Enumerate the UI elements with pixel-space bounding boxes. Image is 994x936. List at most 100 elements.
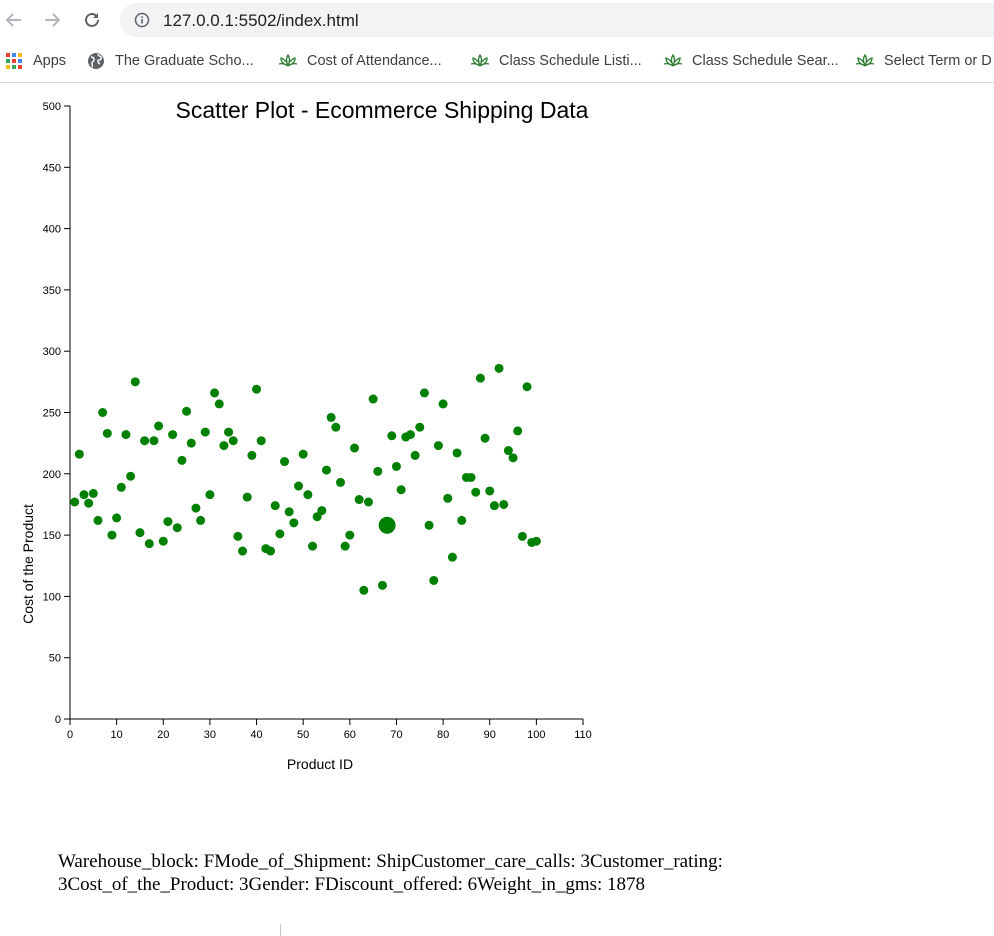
- data-point[interactable]: [457, 515, 467, 525]
- data-point[interactable]: [214, 399, 224, 409]
- data-point[interactable]: [294, 481, 304, 491]
- data-point[interactable]: [252, 384, 262, 394]
- data-point[interactable]: [447, 552, 457, 562]
- data-point[interactable]: [172, 523, 182, 533]
- data-point[interactable]: [424, 520, 434, 530]
- data-point[interactable]: [140, 436, 150, 446]
- data-point[interactable]: [233, 531, 243, 541]
- data-point[interactable]: [429, 575, 439, 585]
- data-point[interactable]: [433, 441, 443, 451]
- url-text[interactable]: 127.0.0.1:5502/index.html: [163, 11, 359, 30]
- data-point[interactable]: [88, 488, 98, 498]
- data-point[interactable]: [200, 427, 210, 437]
- data-point[interactable]: [98, 408, 108, 417]
- bookmark-select-term[interactable]: Select Term or D: [855, 51, 992, 71]
- address-bar[interactable]: 127.0.0.1:5502/index.html: [120, 3, 994, 37]
- forward-arrow-icon[interactable]: [38, 6, 66, 34]
- bookmark-apps[interactable]: Apps: [4, 51, 66, 71]
- data-point[interactable]: [396, 485, 406, 495]
- data-point[interactable]: [191, 503, 201, 513]
- data-point[interactable]: [312, 512, 322, 522]
- data-point[interactable]: [303, 490, 313, 500]
- data-point[interactable]: [508, 453, 518, 463]
- data-point[interactable]: [443, 493, 453, 503]
- data-point[interactable]: [387, 431, 397, 441]
- data-point[interactable]: [363, 497, 373, 507]
- data-point[interactable]: [345, 530, 355, 540]
- data-point[interactable]: [149, 436, 159, 446]
- data-point[interactable]: [70, 497, 80, 507]
- data-point[interactable]: [480, 433, 490, 443]
- back-arrow-icon[interactable]: [0, 6, 28, 34]
- data-point[interactable]: [168, 430, 178, 440]
- data-point[interactable]: [522, 382, 532, 392]
- data-point[interactable]: [158, 536, 168, 546]
- data-point[interactable]: [93, 515, 103, 525]
- data-point[interactable]: [326, 412, 336, 422]
- data-point[interactable]: [84, 498, 94, 508]
- data-point[interactable]: [308, 541, 318, 551]
- data-point[interactable]: [419, 388, 429, 398]
- data-point[interactable]: [335, 477, 345, 487]
- data-point[interactable]: [196, 515, 206, 525]
- data-point[interactable]: [266, 546, 276, 556]
- data-point[interactable]: [368, 394, 378, 404]
- data-point[interactable]: [182, 406, 192, 416]
- data-point[interactable]: [116, 482, 126, 492]
- data-point[interactable]: [275, 529, 285, 539]
- data-point[interactable]: [154, 421, 164, 431]
- data-point[interactable]: [517, 531, 527, 541]
- data-point[interactable]: [513, 426, 523, 436]
- data-point[interactable]: [224, 427, 234, 437]
- data-point[interactable]: [210, 388, 220, 398]
- data-point[interactable]: [489, 501, 499, 511]
- data-point[interactable]: [391, 461, 401, 471]
- data-point[interactable]: [503, 446, 513, 456]
- data-point[interactable]: [280, 457, 290, 467]
- data-point[interactable]: [135, 528, 145, 538]
- data-point[interactable]: [79, 490, 89, 500]
- data-point[interactable]: [485, 486, 495, 496]
- data-point[interactable]: [349, 443, 359, 453]
- data-point[interactable]: [256, 436, 266, 446]
- bookmark-class-schedule-search[interactable]: Class Schedule Sear...: [663, 51, 839, 71]
- data-point[interactable]: [331, 422, 341, 432]
- data-point[interactable]: [340, 541, 350, 551]
- data-point[interactable]: [74, 449, 84, 459]
- info-icon[interactable]: [134, 12, 150, 33]
- data-point[interactable]: [405, 430, 415, 440]
- data-point[interactable]: [121, 430, 131, 440]
- data-point[interactable]: [144, 539, 154, 549]
- data-point[interactable]: [107, 530, 117, 540]
- data-point[interactable]: [228, 436, 238, 446]
- data-point[interactable]: [126, 471, 136, 481]
- data-point[interactable]: [177, 455, 187, 465]
- data-point[interactable]: [410, 450, 420, 460]
- data-point[interactable]: [475, 373, 485, 383]
- data-point[interactable]: [322, 465, 331, 475]
- data-point[interactable]: [354, 495, 364, 505]
- data-point[interactable]: [284, 507, 294, 517]
- data-point[interactable]: [102, 428, 112, 438]
- data-point[interactable]: [270, 501, 280, 511]
- data-point[interactable]: [373, 466, 383, 476]
- data-point[interactable]: [359, 585, 369, 595]
- data-point[interactable]: [377, 580, 387, 590]
- data-point[interactable]: [186, 438, 196, 448]
- data-point[interactable]: [317, 506, 327, 516]
- reload-icon[interactable]: [78, 6, 106, 34]
- data-point[interactable]: [499, 499, 509, 509]
- data-point[interactable]: [238, 546, 248, 556]
- data-point[interactable]: [415, 422, 425, 432]
- data-point[interactable]: [471, 487, 481, 497]
- data-point[interactable]: [112, 513, 122, 523]
- data-point[interactable]: [247, 450, 257, 460]
- data-point[interactable]: [452, 448, 462, 458]
- data-point[interactable]: [242, 492, 252, 502]
- data-point[interactable]: [531, 536, 541, 546]
- data-point[interactable]: [494, 363, 504, 373]
- bookmark-graduate-school[interactable]: The Graduate Scho...: [86, 51, 254, 71]
- data-point[interactable]: [163, 517, 173, 527]
- data-point[interactable]: [289, 518, 299, 528]
- data-point[interactable]: [219, 441, 229, 451]
